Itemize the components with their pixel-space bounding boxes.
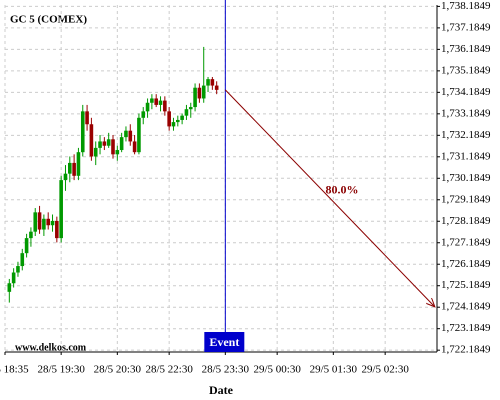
candle-body [93,147,98,157]
y-tick-label: 1,730.1849 [441,172,491,184]
forecast-label: 80.0% [325,183,358,197]
candle-body [124,130,128,138]
candle-body [37,212,42,230]
candle-body [55,220,59,239]
y-tick-label: 1,724.1849 [441,301,491,313]
watermark: www.delkos.com [15,342,87,353]
candle-body [16,266,20,273]
candle-body [29,231,33,239]
candle-body [119,137,124,151]
x-tick-label: 28/5 20:30 [94,364,142,376]
event-box [204,332,245,352]
candle-body [76,152,81,176]
event-label: Event [209,335,239,349]
y-tick-label: 1,723.1849 [441,322,491,334]
candle-body [33,212,38,232]
candle-body [184,109,189,116]
candle-body [85,111,89,125]
candle-body [137,117,141,153]
candle-body [98,141,102,148]
x-tick-label: 29/5 00:30 [253,364,301,376]
candle-body [42,218,46,230]
candle-body [46,218,50,226]
y-tick-label: 1,738.1849 [441,0,491,12]
candle-body [7,283,12,292]
candle-body [197,87,202,99]
y-tick-label: 1,725.1849 [441,279,491,291]
x-tick-label: 29/5 01:30 [310,364,358,376]
candle-body [180,115,184,120]
x-tick-label: 28/5 22:30 [145,364,193,376]
candle-body [214,85,219,90]
candle-body [201,85,206,99]
candle-body [111,139,115,155]
candle-body [206,79,210,86]
y-tick-label: 1,736.1849 [441,43,491,55]
candle-body [176,119,180,123]
y-tick-label: 1,731.1849 [441,150,491,162]
y-tick-label: 1,727.1849 [441,236,491,248]
candle-body [141,111,146,118]
candle-body [193,87,197,108]
candle-body [145,102,150,112]
y-tick-label: 1,734.1849 [441,86,491,98]
candle-body [171,122,176,127]
chart-title: GC 5 (COMEX) [10,14,87,26]
candle-body [106,139,111,146]
y-tick-label: 1,726.1849 [441,258,491,270]
candle-body [128,130,133,142]
x-tick-label: 28/5 18:35 [0,364,29,376]
candle-body [20,253,25,267]
candle-body [63,173,68,181]
candle-body [150,98,154,103]
candle-body [167,111,171,127]
candle-body [154,98,158,105]
x-tick-label: 28/5 19:30 [37,364,85,376]
candle-body [115,150,120,155]
candle-body [188,107,193,110]
y-tick-label: 1,728.1849 [441,215,491,227]
x-tick-label: 29/5 02:30 [361,364,409,376]
candle-body [11,272,16,284]
candle-body [50,220,55,226]
candle-body [80,111,85,153]
y-tick-label: 1,729.1849 [441,193,491,205]
candle-body [72,162,76,176]
y-tick-label: 1,737.1849 [441,21,491,33]
x-axis-label: Date [209,383,234,397]
y-tick-label: 1,735.1849 [441,64,491,76]
candle-body [59,180,63,239]
y-tick-label: 1,733.1849 [441,107,491,119]
candle-body [210,79,215,86]
candle-body [89,124,94,157]
forecast-arrow [224,89,435,307]
candle-body [24,238,29,254]
candle-body [163,100,167,112]
x-tick-label: 28/5 23:30 [202,364,250,376]
candle-body [158,100,163,105]
candle-body [68,162,72,174]
candle-body [102,141,107,146]
candle-body [132,141,137,153]
y-tick-label: 1,732.1849 [441,129,491,141]
y-tick-label: 1,722.1849 [441,344,491,356]
